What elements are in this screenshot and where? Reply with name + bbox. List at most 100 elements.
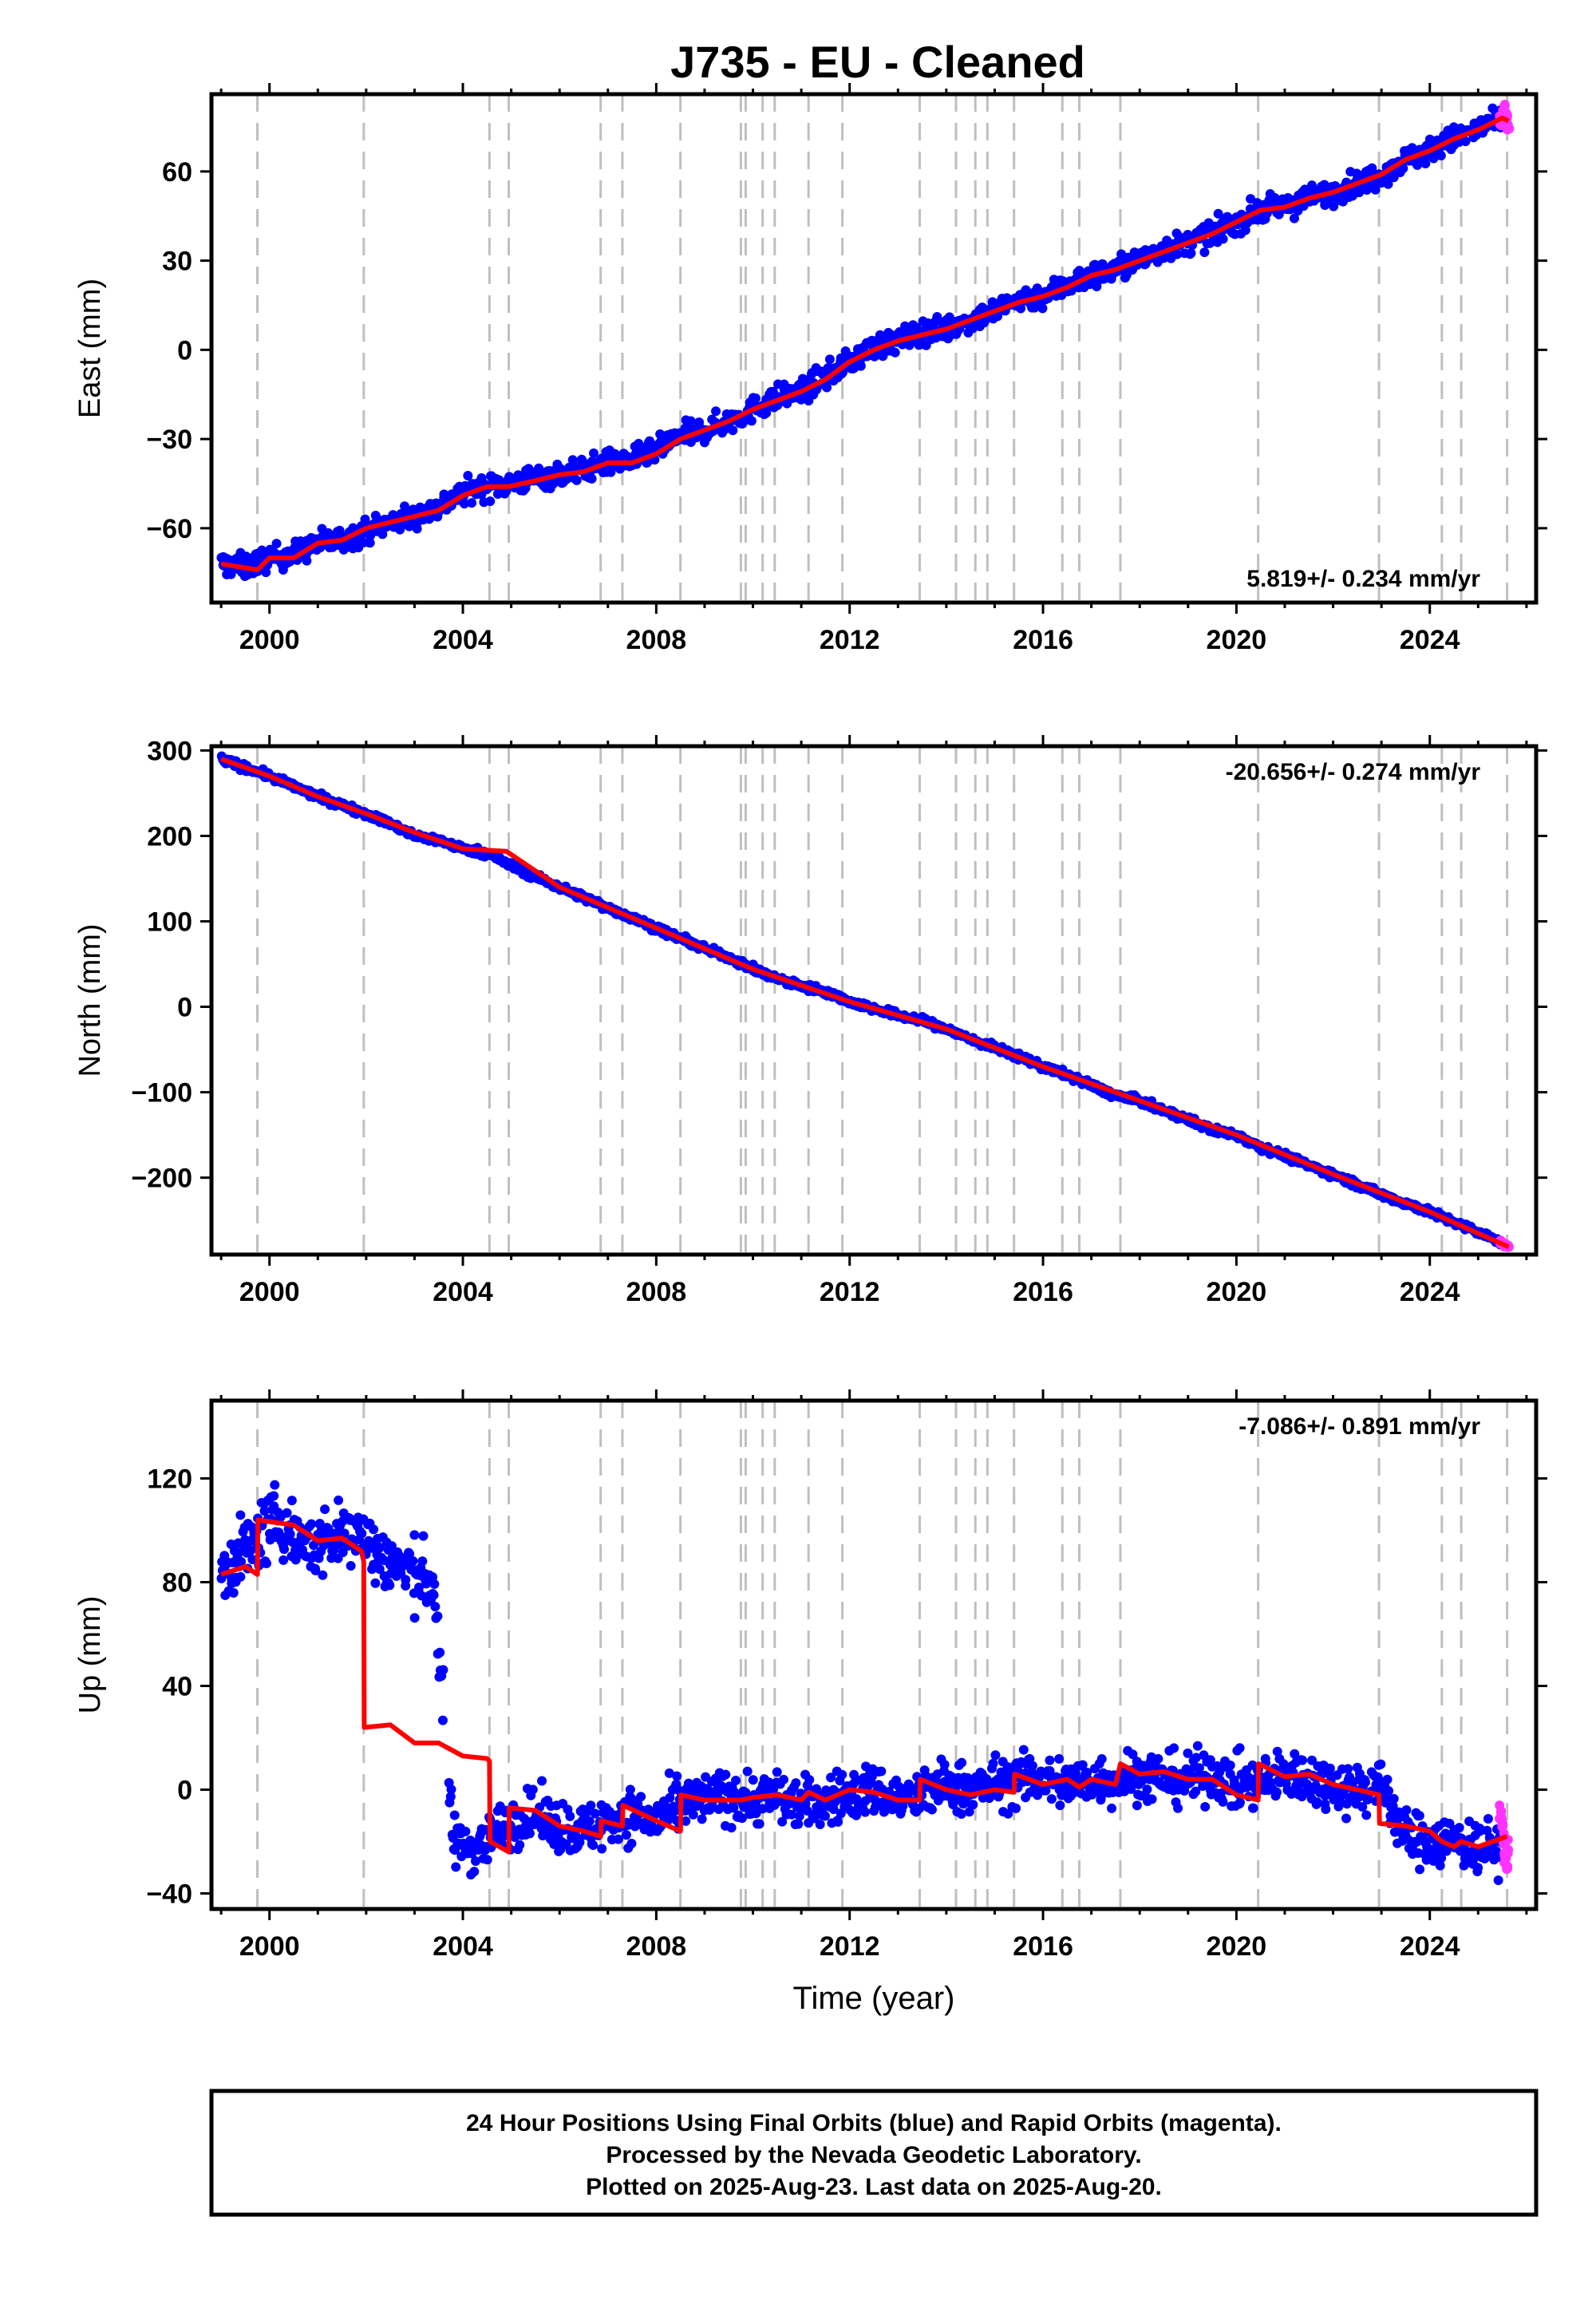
data-point (1436, 150, 1446, 160)
data-point (445, 1792, 456, 1802)
data-point (405, 1549, 415, 1559)
data-point (1027, 1761, 1037, 1771)
data-point (711, 406, 721, 417)
data-point (748, 1775, 758, 1785)
data-point (804, 1775, 815, 1785)
data-point (449, 1810, 460, 1820)
x-tick-label: 2000 (239, 625, 300, 655)
data-point (879, 1806, 890, 1816)
data-point (471, 1856, 481, 1867)
data-point (681, 1816, 691, 1826)
data-point (1235, 1797, 1245, 1808)
data-point (1388, 1801, 1398, 1812)
data-point (1383, 179, 1393, 189)
data-point (527, 1784, 538, 1795)
data-point (282, 1508, 292, 1518)
footer-line-2: Processed by the Nevada Geodetic Laborat… (606, 2142, 1141, 2168)
data-point (939, 1760, 950, 1770)
data-point (796, 394, 806, 405)
data-point (1361, 1810, 1372, 1820)
data-point (429, 1590, 439, 1600)
data-point (1420, 158, 1431, 168)
data-point (670, 1806, 680, 1816)
data-point (1483, 1813, 1493, 1824)
data-point (1183, 1748, 1193, 1758)
data-point (228, 1587, 239, 1598)
data-point (746, 416, 757, 426)
model-line (220, 115, 1510, 572)
data-point (1082, 1768, 1092, 1778)
data-point (270, 1480, 280, 1490)
data-point (1290, 1749, 1300, 1759)
data-point (346, 1561, 356, 1571)
x-tick-label: 2020 (1207, 625, 1267, 655)
y-tick-label: −60 (146, 514, 192, 544)
y-tick-label: 0 (177, 335, 192, 366)
data-point (1307, 1755, 1317, 1765)
data-point (247, 1555, 258, 1565)
x-tick-label: 2016 (1013, 1277, 1073, 1307)
data-point (968, 1800, 978, 1810)
panel-east: 2000 2004 2008 2012 2016 2020 2024−60−3003060E… (73, 83, 1547, 655)
data-point (417, 1556, 428, 1567)
data-point (430, 1602, 440, 1612)
data-point (621, 1830, 631, 1840)
data-point (235, 1510, 246, 1520)
data-point (433, 1611, 443, 1622)
data-point (1321, 1804, 1331, 1814)
data-point (956, 1808, 966, 1819)
data-point (786, 1809, 796, 1820)
data-point (334, 1495, 344, 1505)
data-point (409, 1613, 420, 1623)
data-point (926, 1804, 937, 1815)
data-point (1475, 1826, 1485, 1836)
data-point (1384, 1786, 1394, 1796)
data-point (729, 1803, 739, 1813)
data-point (809, 1813, 820, 1824)
data-point (482, 1855, 492, 1865)
data-point (261, 567, 271, 578)
data-point (754, 1819, 764, 1829)
rate-label: 5.819+/- 0.234 mm/yr (1246, 566, 1480, 592)
data-point (672, 1771, 682, 1781)
data-point (1153, 1753, 1163, 1764)
x-tick-label: 2012 (820, 1931, 880, 1962)
data-point (408, 1556, 418, 1567)
data-point (820, 1811, 830, 1821)
data-point (412, 524, 422, 534)
data-point (1415, 1864, 1425, 1875)
data-point (418, 1531, 429, 1541)
data-point (1192, 1741, 1203, 1751)
data-point (377, 529, 388, 539)
data-point (1289, 213, 1299, 223)
footer-line-1: 24 Hour Positions Using Final Orbits (bl… (466, 2110, 1282, 2136)
data-point (779, 1774, 789, 1784)
series-final-orbits (216, 103, 1507, 582)
data-point (867, 1772, 877, 1782)
data-point (409, 1530, 420, 1540)
y-tick-label: −100 (131, 1078, 192, 1109)
data-point (575, 1837, 585, 1848)
data-point (1016, 303, 1026, 314)
data-point (597, 1844, 607, 1854)
data-point (589, 448, 599, 458)
data-point (1491, 1846, 1502, 1856)
data-point (1107, 1803, 1117, 1813)
panel-north: 2000 2004 2008 2012 2016 2020 2024−200−1000100… (73, 735, 1547, 1307)
data-point (259, 1506, 270, 1516)
data-point (757, 1804, 768, 1814)
data-point (828, 1804, 839, 1814)
data-point (467, 498, 477, 508)
data-point (1503, 1861, 1513, 1871)
chart-title: J735 - EU - Cleaned (670, 37, 1085, 87)
data-point (1240, 225, 1250, 235)
data-point (1172, 249, 1183, 259)
y-axis-label: East (mm) (73, 279, 107, 418)
data-point (1235, 1743, 1245, 1753)
x-tick-label: 2004 (433, 1277, 493, 1307)
data-point (1460, 136, 1471, 147)
y-tick-label: −200 (131, 1164, 192, 1194)
data-point (1173, 1803, 1183, 1813)
y-tick-label: 100 (147, 907, 192, 937)
data-point (1504, 124, 1515, 134)
